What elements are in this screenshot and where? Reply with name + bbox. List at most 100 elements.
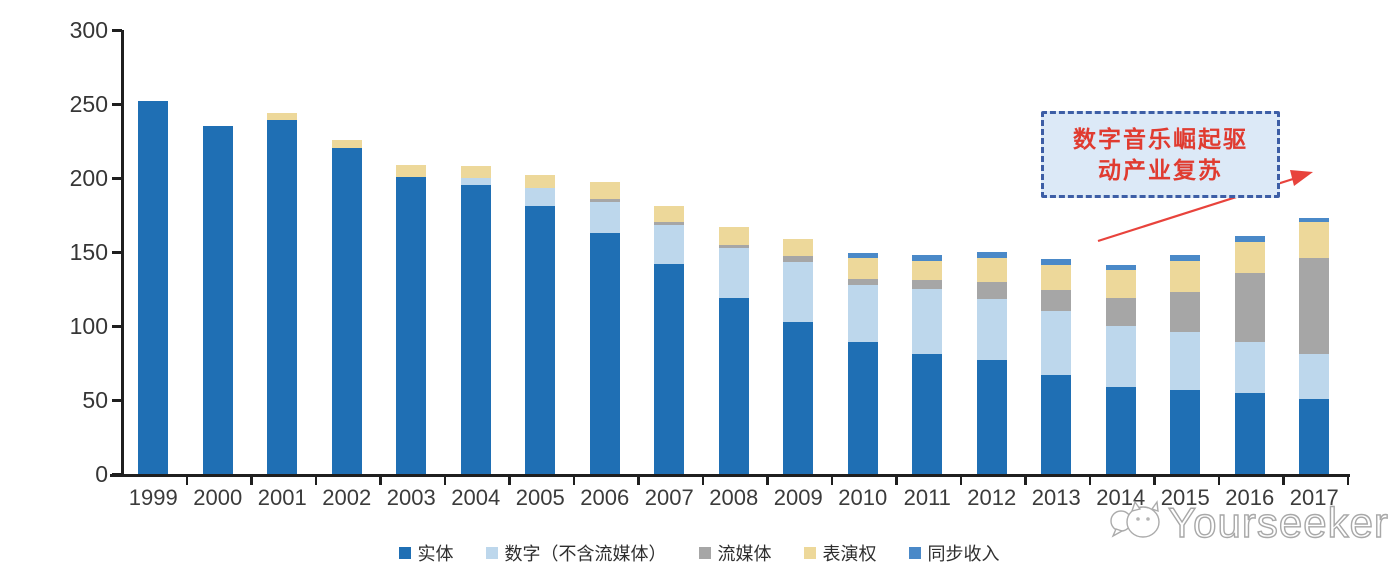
y-axis-label: 100 (69, 313, 108, 339)
annotation-arrowhead-icon (1290, 170, 1313, 186)
x-axis-label: 2013 (1031, 485, 1081, 510)
bar-segment (1234, 342, 1265, 393)
bar-segment (138, 101, 169, 474)
x-tick (959, 477, 962, 485)
x-axis-label: 2007 (644, 485, 694, 510)
bar-segment (202, 126, 233, 474)
x-axis-label: 2008 (709, 485, 759, 510)
bar-segment (1105, 265, 1136, 270)
bar-segment (847, 253, 878, 258)
x-axis-label: 2011 (903, 485, 951, 510)
x-tick (895, 477, 898, 485)
bar-segment (589, 232, 620, 474)
bar-segment (976, 281, 1007, 300)
watermark: Yourseeker (1108, 492, 1389, 553)
bar-segment (1170, 291, 1201, 332)
x-tick (1217, 477, 1220, 485)
bar-segment (1170, 254, 1201, 261)
x-axis-label: 2015 (1160, 485, 1210, 510)
bar-segment (1299, 222, 1330, 258)
y-axis-label: 50 (82, 387, 108, 413)
x-tick (443, 477, 446, 485)
x-tick (1346, 477, 1349, 485)
x-axis-label: 1999 (128, 485, 178, 510)
x-axis-label: 2003 (386, 485, 436, 510)
bar-segment (396, 176, 427, 474)
bar-segment (1041, 259, 1072, 266)
bar-segment (1299, 257, 1330, 355)
bar-segment (718, 226, 749, 245)
x-tick (766, 477, 769, 485)
bar-segment (1105, 386, 1136, 474)
bar-segment (847, 284, 878, 343)
x-tick (379, 477, 382, 485)
bar-segment (1299, 354, 1330, 399)
y-tick (112, 325, 122, 328)
bar-segment (1170, 331, 1201, 390)
bar-segment (331, 139, 362, 149)
y-tick (112, 103, 122, 106)
bar-segment (1170, 260, 1201, 292)
bar-segment (847, 278, 878, 285)
bar-segment (654, 263, 685, 474)
legend-label: 表演权 (822, 544, 877, 564)
legend-label: 实体 (417, 544, 454, 564)
bar-segment (331, 148, 362, 474)
bar-segment (654, 222, 685, 226)
x-tick (185, 477, 188, 485)
bar-segment (1041, 374, 1072, 474)
x-axis-label: 2005 (515, 485, 565, 510)
bar-segment (525, 188, 556, 207)
bar-segment (396, 164, 427, 177)
bar-segment (1105, 297, 1136, 326)
legend-swatch-icon (803, 547, 816, 559)
y-tick (112, 29, 122, 32)
y-axis-label: 250 (69, 91, 108, 117)
legend-item: 实体 (398, 540, 454, 566)
y-tick (112, 177, 122, 180)
x-tick (637, 477, 640, 485)
bar-segment (1105, 269, 1136, 298)
bar-segment (589, 198, 620, 202)
bar-segment (847, 257, 878, 279)
legend-swatch-icon (698, 547, 711, 559)
bar-segment (460, 166, 491, 178)
bar-segment (267, 112, 298, 121)
legend-item: 同步收入 (908, 540, 1000, 566)
bar-segment (1299, 398, 1330, 474)
y-axis (121, 30, 124, 477)
legend-item: 表演权 (803, 540, 877, 566)
bar-segment (1234, 392, 1265, 474)
bar-segment (718, 297, 749, 474)
bar-segment (783, 321, 814, 474)
bar-segment (912, 254, 943, 261)
x-axis-label: 2000 (193, 485, 243, 510)
y-axis-label: 300 (69, 17, 108, 43)
x-axis-label: 2017 (1289, 485, 1339, 510)
bar-segment (525, 206, 556, 474)
x-tick (250, 477, 253, 485)
legend-item: 流媒体 (698, 540, 772, 566)
watermark-text: Yourseeker (1167, 498, 1389, 546)
x-axis-label: 2004 (451, 485, 501, 510)
bar-segment (267, 120, 298, 474)
yourseeker-logo (1108, 492, 1166, 553)
x-tick (1282, 477, 1285, 485)
bar-segment (718, 247, 749, 298)
x-axis-label: 2001 (257, 485, 307, 510)
legend-label: 流媒体 (717, 544, 772, 564)
legend-swatch-icon (398, 547, 411, 559)
bar-segment (1234, 241, 1265, 273)
y-tick (112, 399, 122, 402)
legend-swatch-icon (485, 547, 498, 559)
bar-segment (1234, 235, 1265, 242)
bar-segment (1234, 272, 1265, 343)
x-tick (701, 477, 704, 485)
bar-segment (976, 299, 1007, 361)
x-tick (1153, 477, 1156, 485)
y-tick (112, 473, 122, 476)
bar-segment (783, 238, 814, 257)
legend: 实体 数字（不含流媒体） 流媒体 表演权 同步收入 (0, 540, 1398, 566)
bar-segment (1041, 265, 1072, 291)
